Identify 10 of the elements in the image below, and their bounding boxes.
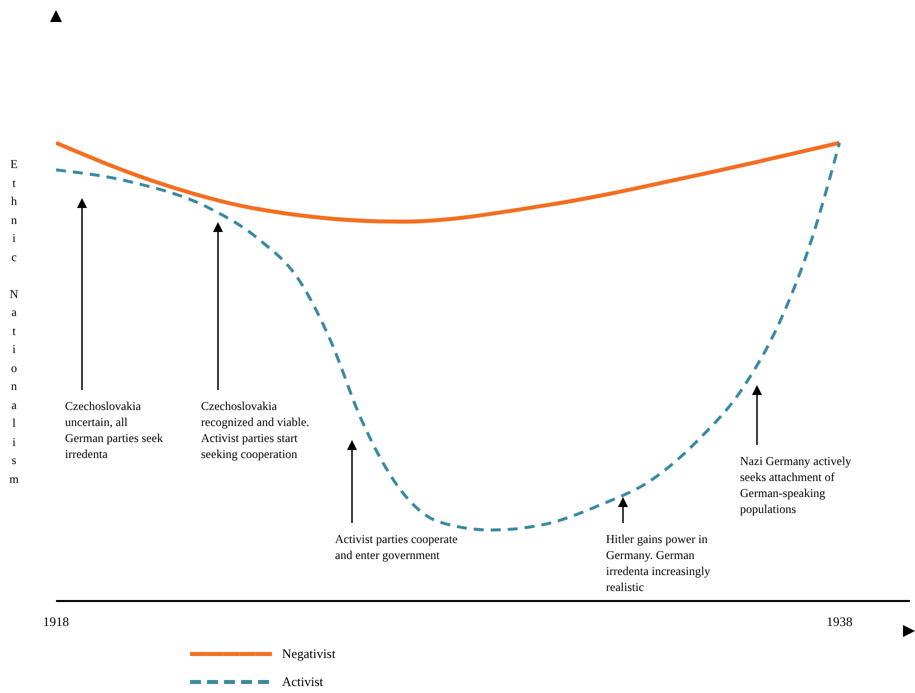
annotation: Nazi Germany actively seeks attachment of German-speaking populations [740,453,852,517]
text: Ethnic Nationalism [9,157,19,486]
legend-label: Activist [282,674,324,690]
annotation: Hitler gains power in Germany. German irredenta increasingly realistic [606,531,712,595]
annotation: Czechoslovakia uncertain, all German parties seek irredenta [65,398,164,462]
x-tick-label: 1938 [826,614,852,630]
annotation: Czechoslovakia recognized and viable. Activist parties start seeking cooperation [201,398,310,462]
x-tick-label: 1918 [43,614,69,630]
legend-label: Negativist [282,646,336,662]
annotation: Activist parties cooperate and enter government [335,531,459,563]
